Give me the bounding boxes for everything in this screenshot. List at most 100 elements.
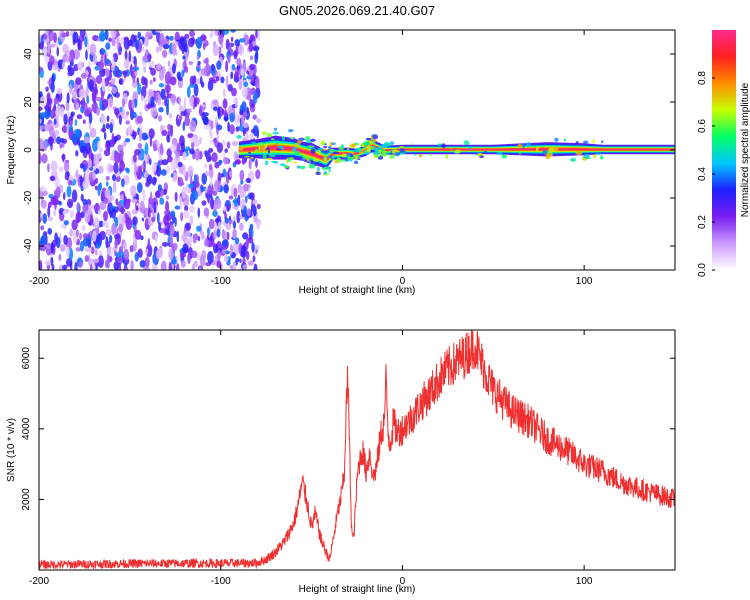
noise-blob [59,143,63,149]
noise-blob [129,245,134,253]
noise-blob [130,63,133,76]
noise-blob [225,60,229,73]
noise-blob [121,215,126,227]
noise-blob [246,95,252,101]
noise-blob [245,177,251,183]
noise-blob [139,129,142,142]
noise-blob [135,39,139,50]
noise-blob [177,181,185,187]
noise-blob [116,255,123,265]
colorbar-label: Normalized spectral amplitude [740,82,750,217]
noise-blob [185,146,191,151]
noise-blob [151,176,157,186]
noise-blob [75,168,79,179]
noise-blob [251,75,255,83]
noise-blob [47,42,51,55]
noise-blob [183,210,190,219]
noise-blob [157,184,163,192]
noise-blob [97,140,101,150]
noise-blob [137,248,143,258]
noise-blob [55,105,62,118]
noise-blob [111,86,117,94]
noise-blob [86,95,90,105]
noise-blob [196,55,200,61]
signal-speckle [264,160,269,166]
noise-blob [47,163,50,173]
noise-blob [131,98,135,110]
noise-blob [225,38,230,50]
snr-frame [38,329,676,571]
noise-blob [62,192,66,201]
noise-blob [140,95,145,102]
noise-blob [114,151,121,164]
signal-speckle [366,148,371,153]
noise-blob [47,136,54,145]
signal-speckle [243,155,250,158]
signal-speckle [542,150,547,155]
noise-blob [238,78,243,90]
noise-blob [100,128,107,133]
noise-blob [113,162,119,174]
y-tick-label: -20 [23,190,34,205]
noise-blob [189,83,195,88]
noise-blob [40,225,45,231]
noise-blob [154,233,158,243]
noise-blob [213,229,217,240]
signal-speckle [373,139,377,143]
noise-blob [116,37,120,50]
noise-blob [39,260,43,270]
noise-blob [191,250,198,259]
signal-speckle [294,150,301,155]
noise-blob [114,108,120,116]
noise-blob [246,208,251,217]
noise-blob [64,173,68,180]
noise-blob [182,243,189,254]
signal-speckle [454,149,461,154]
noise-blob [82,163,87,173]
x-tick-label: -200 [29,276,49,287]
signal-speckle [321,151,327,154]
noise-blob [221,249,226,254]
noise-blob [199,105,203,117]
signal-speckle [292,146,298,150]
noise-blob [237,194,241,207]
noise-blob [188,183,194,189]
noise-blob [174,191,178,203]
noise-blob [125,120,131,125]
noise-blob [79,174,83,188]
noise-blob [189,30,196,38]
noise-blob [169,76,177,86]
noise-blob [180,259,186,268]
noise-blob [170,173,174,178]
noise-blob [77,38,82,51]
noise-blob [118,223,124,233]
noise-blob [118,78,122,85]
noise-blob [70,111,75,117]
noise-blob [166,85,170,98]
noise-blob [144,248,149,255]
noise-blob [118,51,122,56]
noise-blob [216,142,223,154]
noise-blob [85,141,91,155]
noise-region [39,30,262,270]
noise-blob [136,115,143,124]
noise-blob [48,30,54,42]
noise-blob [122,113,129,120]
noise-blob [171,63,176,74]
noise-blob [161,50,168,58]
noise-blob [230,186,234,199]
noise-blob [50,242,54,254]
noise-blob [159,142,164,155]
noise-blob [116,175,121,182]
signal-speckle [445,154,449,159]
noise-blob [224,148,228,153]
noise-blob [243,81,249,88]
x-tick-label: 100 [576,276,593,287]
noise-blob [186,86,191,98]
noise-blob [196,36,203,50]
noise-blob [93,165,97,171]
noise-blob [131,208,136,215]
noise-blob [126,111,129,116]
noise-blob [123,266,128,270]
noise-blob [161,241,169,247]
